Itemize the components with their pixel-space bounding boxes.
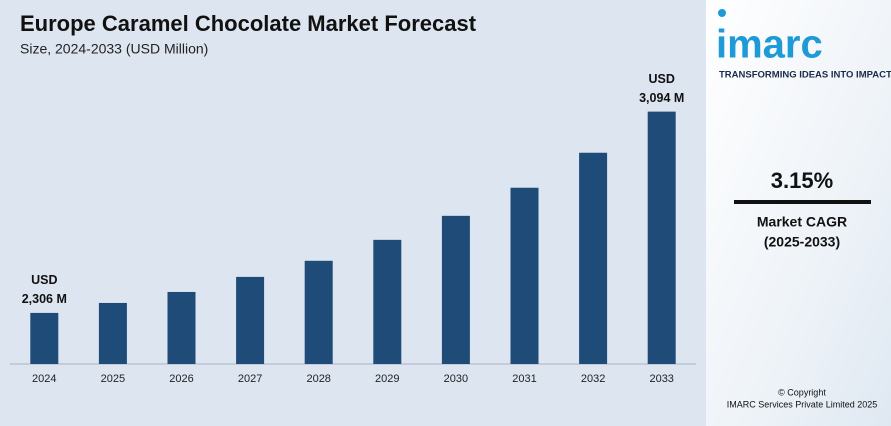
cagr-period: (2025-2033) bbox=[764, 234, 840, 250]
bar bbox=[579, 152, 608, 364]
x-tick-label: 2026 bbox=[169, 373, 193, 385]
logo-dot bbox=[718, 9, 726, 17]
x-tick-label: 2027 bbox=[238, 373, 262, 385]
x-tick-label: 2030 bbox=[444, 373, 468, 385]
logo: imarc bbox=[716, 23, 823, 67]
x-tick-label: 2025 bbox=[101, 373, 125, 385]
bar bbox=[510, 187, 539, 364]
x-tick-label: 2028 bbox=[306, 373, 330, 385]
company: IMARC Services Private Limited 2025 bbox=[727, 399, 878, 409]
x-tick-label: 2032 bbox=[581, 373, 605, 385]
data-label: USD bbox=[648, 72, 674, 86]
bar bbox=[30, 312, 59, 364]
bar bbox=[373, 239, 402, 364]
x-tick-label: 2033 bbox=[649, 373, 673, 385]
x-tick-label: 2029 bbox=[375, 373, 399, 385]
bar bbox=[167, 291, 196, 364]
bar bbox=[647, 111, 676, 365]
x-tick-label: 2024 bbox=[32, 373, 56, 385]
cagr-label: Market CAGR bbox=[757, 214, 847, 230]
bar bbox=[98, 302, 127, 364]
chart-subtitle: Size, 2024-2033 (USD Million) bbox=[20, 41, 208, 57]
bar bbox=[441, 215, 470, 364]
bar bbox=[236, 276, 265, 364]
data-label: 2,306 M bbox=[22, 292, 67, 306]
copyright: © Copyright bbox=[778, 387, 826, 397]
divider bbox=[734, 200, 871, 204]
bar bbox=[304, 260, 333, 364]
chart-title: Europe Caramel Chocolate Market Forecast bbox=[20, 11, 477, 36]
data-label: USD bbox=[31, 273, 57, 287]
data-label: 3,094 M bbox=[639, 91, 684, 105]
sidebar-bg bbox=[706, 0, 891, 426]
cagr-value: 3.15% bbox=[771, 168, 833, 193]
x-tick-label: 2031 bbox=[512, 373, 536, 385]
tagline: TRANSFORMING IDEAS INTO IMPACT bbox=[719, 70, 891, 81]
